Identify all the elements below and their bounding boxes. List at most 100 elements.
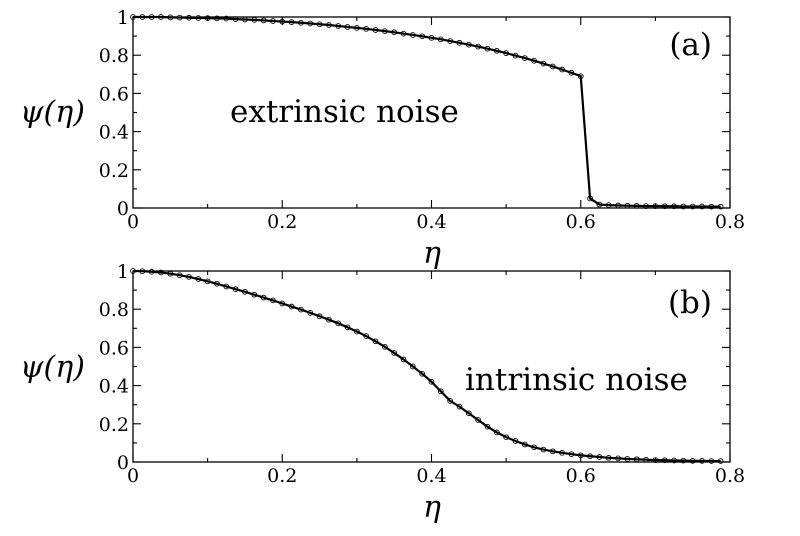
data-point [148, 14, 155, 20]
data-point [680, 457, 687, 464]
data-point [167, 270, 174, 277]
data-point [260, 17, 267, 24]
data-point [559, 449, 565, 456]
data-point [288, 303, 295, 310]
xlabel-a: η [423, 236, 441, 271]
data-point [409, 363, 416, 370]
y-tick-label: 0.8 [99, 299, 129, 321]
x-tick-label: 0 [127, 465, 139, 487]
data-point [214, 15, 220, 22]
data-point [633, 456, 640, 463]
data-point [232, 16, 239, 22]
data-point [521, 55, 528, 61]
data-point [335, 320, 342, 327]
data-point [661, 457, 668, 464]
data-point [288, 19, 295, 26]
data-point [699, 203, 705, 210]
data-point [214, 280, 220, 287]
y-tick-label: 0.2 [99, 414, 129, 436]
data-point [204, 15, 211, 21]
data-point [344, 24, 351, 30]
data-point [316, 313, 323, 320]
data-point [717, 458, 724, 464]
data-point [484, 45, 491, 52]
data-point [176, 14, 183, 21]
data-point [186, 14, 192, 21]
data-point [270, 297, 276, 304]
data-point [465, 410, 472, 417]
data-point [521, 441, 528, 448]
data-point [671, 203, 677, 210]
data-point [587, 453, 593, 460]
data-point [307, 20, 314, 27]
data-point [382, 343, 388, 350]
data-point [512, 438, 519, 444]
data-point [326, 316, 332, 323]
data-point [596, 454, 603, 460]
data-point [465, 41, 472, 48]
data-point [158, 269, 164, 276]
data-point [354, 328, 360, 335]
data-point [447, 398, 454, 404]
data-point [540, 446, 547, 453]
data-point [643, 456, 649, 463]
data-point [316, 21, 323, 28]
data-point [437, 388, 444, 395]
x-tick-label: 0.6 [566, 465, 596, 487]
data-point [652, 457, 659, 463]
y-tick-label: 0.6 [99, 337, 129, 359]
data-point [605, 202, 612, 208]
data-point [708, 458, 715, 464]
x-tick-label: 0.4 [416, 211, 446, 233]
x-tick-label: 0 [127, 211, 139, 233]
series-line-b [132, 269, 721, 463]
y-tick-label: 0.4 [99, 122, 129, 144]
data-point [475, 417, 481, 423]
data-point [503, 50, 509, 56]
data-point [354, 25, 360, 31]
data-point [615, 455, 621, 462]
x-tick-label: 0.6 [566, 211, 596, 233]
data-point [624, 202, 631, 209]
series-b [130, 268, 724, 464]
data-point [186, 274, 192, 280]
data-point [577, 73, 584, 80]
data-point [624, 456, 631, 462]
data-point [447, 38, 454, 44]
data-point [699, 458, 705, 464]
data-point [363, 333, 370, 339]
data-point [428, 34, 435, 41]
data-point [661, 203, 668, 210]
data-point [195, 276, 202, 282]
data-point [382, 28, 388, 34]
data-point [652, 203, 659, 209]
y-tick-label: 1 [117, 7, 129, 29]
series-a [130, 14, 724, 210]
data-point [139, 14, 146, 20]
data-point [307, 309, 314, 316]
ylabel-b: ψ(η) [20, 350, 85, 385]
data-point [503, 434, 509, 441]
data-point [326, 22, 332, 28]
y-tick-label: 0.6 [99, 83, 129, 105]
data-point [596, 201, 603, 208]
annotation-extrinsic-noise: extrinsic noise [230, 94, 459, 130]
data-point [475, 43, 481, 50]
data-point [251, 291, 258, 298]
data-point [456, 403, 463, 410]
data-point [298, 19, 304, 26]
data-point [633, 203, 640, 209]
data-point [335, 23, 342, 29]
data-point [689, 458, 696, 464]
data-point [680, 203, 687, 210]
data-point [363, 25, 370, 32]
annotation-intrinsic-noise: intrinsic noise [465, 362, 688, 398]
y-tick-label: 0.2 [99, 160, 129, 182]
data-point [615, 202, 621, 209]
data-point [130, 268, 136, 274]
data-point [559, 66, 565, 73]
data-point [298, 306, 304, 313]
panel-label-b: (b) [668, 285, 712, 321]
data-point [372, 27, 379, 33]
data-point [242, 288, 248, 295]
